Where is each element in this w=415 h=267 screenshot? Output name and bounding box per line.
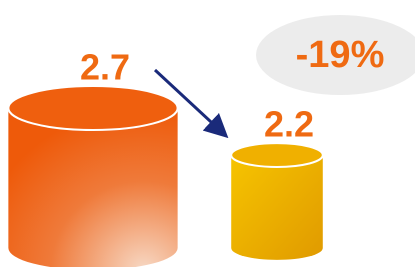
cylinder-top	[8, 86, 177, 130]
value-label: 2.7	[80, 47, 130, 88]
cylinder-body	[8, 108, 177, 267]
value-label: 2.2	[264, 104, 314, 145]
chart: -19% 2.7 2.2	[0, 0, 415, 267]
annotation: -19%	[296, 34, 385, 76]
cylinder-top	[231, 143, 323, 167]
cylinder-body	[231, 155, 323, 260]
